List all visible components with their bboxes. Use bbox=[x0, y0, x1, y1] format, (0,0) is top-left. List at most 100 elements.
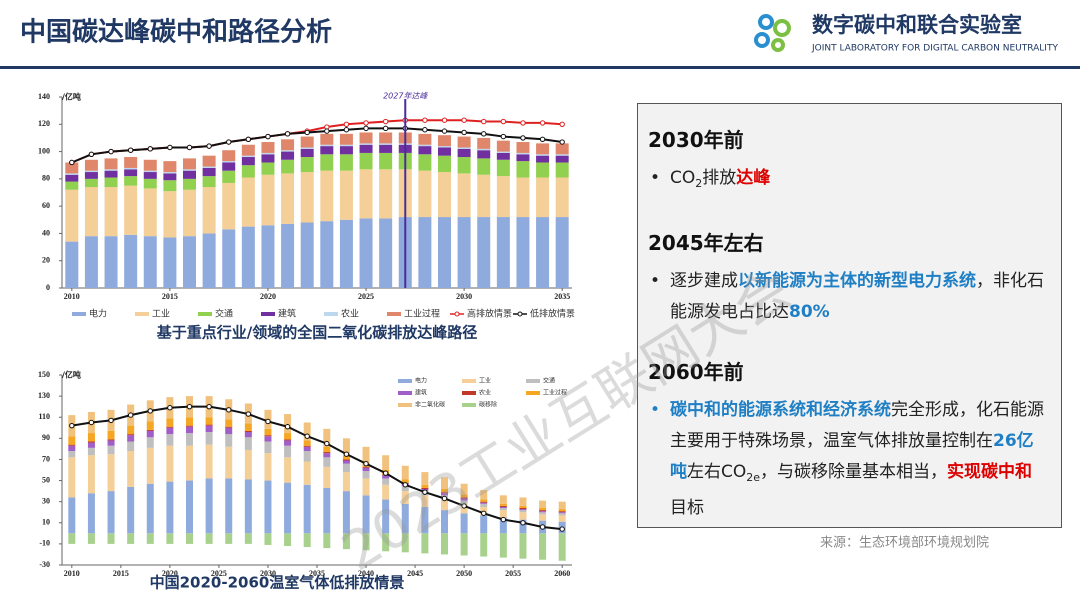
bar-segment bbox=[496, 217, 510, 288]
bar-segment bbox=[342, 472, 350, 492]
bar-segment bbox=[241, 144, 255, 156]
line-marker bbox=[343, 121, 350, 127]
bar-segment bbox=[303, 484, 311, 534]
line-marker bbox=[343, 451, 350, 457]
bar-segment bbox=[496, 140, 510, 152]
bar-segment bbox=[342, 460, 350, 464]
bar-segment bbox=[438, 135, 451, 147]
bar-segment bbox=[382, 475, 390, 479]
bar-segment bbox=[499, 533, 507, 558]
bar-segment bbox=[457, 136, 471, 148]
bar-segment bbox=[320, 133, 334, 145]
bar-segment bbox=[146, 430, 154, 438]
bar-segment bbox=[183, 189, 196, 237]
bar-segment bbox=[222, 170, 236, 183]
legend-label: 高排放情景 bbox=[467, 308, 512, 320]
legend-swatch bbox=[72, 312, 86, 316]
bar-segment bbox=[225, 419, 233, 427]
bar-segment bbox=[323, 466, 331, 488]
text-run: 2 bbox=[695, 177, 703, 190]
bar-segment bbox=[519, 519, 527, 534]
bar-segment bbox=[186, 445, 193, 481]
bar-segment bbox=[441, 493, 448, 496]
bar-segment bbox=[555, 155, 569, 163]
bar-segment bbox=[104, 170, 118, 178]
bar-segment bbox=[480, 499, 488, 502]
bar-segment bbox=[166, 445, 174, 482]
line-marker bbox=[481, 131, 487, 137]
bar-segment bbox=[205, 478, 213, 534]
bar-segment bbox=[382, 484, 390, 500]
bar-segment bbox=[320, 170, 334, 222]
bar-segment bbox=[418, 146, 432, 155]
bar-segment bbox=[496, 152, 510, 160]
text-run: 逐步建成 bbox=[670, 271, 738, 291]
bar-segment bbox=[359, 143, 373, 145]
line-marker bbox=[226, 407, 232, 413]
bar-segment bbox=[244, 533, 252, 544]
bar-segment bbox=[264, 441, 272, 454]
bar-segment bbox=[536, 162, 550, 178]
bar-segment bbox=[539, 511, 547, 513]
legend-label: 建筑 bbox=[278, 308, 296, 320]
line-marker bbox=[559, 526, 565, 532]
bar-segment bbox=[281, 139, 295, 151]
bar-segment bbox=[499, 505, 507, 507]
bar-segment bbox=[359, 169, 373, 219]
bar-segment bbox=[163, 237, 177, 288]
bar-segment bbox=[244, 432, 252, 438]
bar-segment bbox=[166, 533, 174, 544]
legend-label: 建筑 bbox=[415, 389, 427, 397]
bar-segment bbox=[107, 445, 115, 455]
x-tick-label: 2060 bbox=[554, 569, 570, 578]
x-tick-label: 2035 bbox=[309, 569, 325, 578]
bar-segment bbox=[499, 495, 507, 504]
line-marker bbox=[559, 139, 565, 145]
bar-segment bbox=[477, 158, 491, 175]
bar-segment bbox=[303, 446, 311, 451]
bar-segment bbox=[320, 144, 334, 147]
line-marker bbox=[88, 151, 95, 158]
y-tick-label: 0 bbox=[46, 283, 50, 292]
bar-segment bbox=[438, 146, 451, 148]
bar-segment bbox=[183, 158, 196, 170]
line-marker bbox=[363, 125, 369, 132]
bar-segment bbox=[460, 497, 468, 499]
bar-segment bbox=[339, 133, 353, 145]
bar-segment bbox=[68, 497, 76, 534]
bar-segment bbox=[127, 441, 135, 451]
bar-segment bbox=[225, 446, 233, 479]
bar-segment bbox=[457, 148, 471, 158]
bar-segment bbox=[244, 430, 252, 432]
bar-segment bbox=[555, 162, 569, 178]
bar-segment bbox=[68, 436, 76, 445]
line-marker bbox=[539, 136, 546, 142]
bar-segment bbox=[323, 452, 331, 454]
bar-segment bbox=[244, 449, 252, 480]
bar-segment bbox=[379, 169, 393, 219]
bar-segment bbox=[558, 513, 566, 516]
bar-segment bbox=[519, 497, 527, 506]
bar-segment bbox=[107, 440, 115, 446]
bar-segment bbox=[124, 157, 138, 168]
text-run: 目标 bbox=[670, 498, 704, 518]
bar-segment bbox=[460, 498, 468, 501]
milestone-heading: 2030年前 bbox=[648, 128, 744, 152]
y-tick-label: 130 bbox=[38, 391, 50, 400]
bar-segment bbox=[379, 152, 393, 170]
y-tick-label: 80 bbox=[42, 174, 50, 183]
bar-segment bbox=[480, 501, 488, 503]
line-marker bbox=[167, 405, 173, 411]
bar-segment bbox=[516, 142, 530, 153]
bar-segment bbox=[558, 501, 566, 510]
line-marker bbox=[461, 503, 467, 509]
x-tick-label: 2025 bbox=[211, 569, 227, 578]
bar-segment bbox=[362, 466, 370, 468]
bar-segment bbox=[284, 482, 292, 534]
bar-segment bbox=[264, 480, 272, 534]
bar-segment bbox=[362, 471, 370, 479]
bar-segment bbox=[202, 233, 216, 288]
y-tick-label: -30 bbox=[39, 560, 50, 569]
bar-segment bbox=[241, 226, 255, 288]
y-tick-label: 140 bbox=[38, 92, 50, 101]
